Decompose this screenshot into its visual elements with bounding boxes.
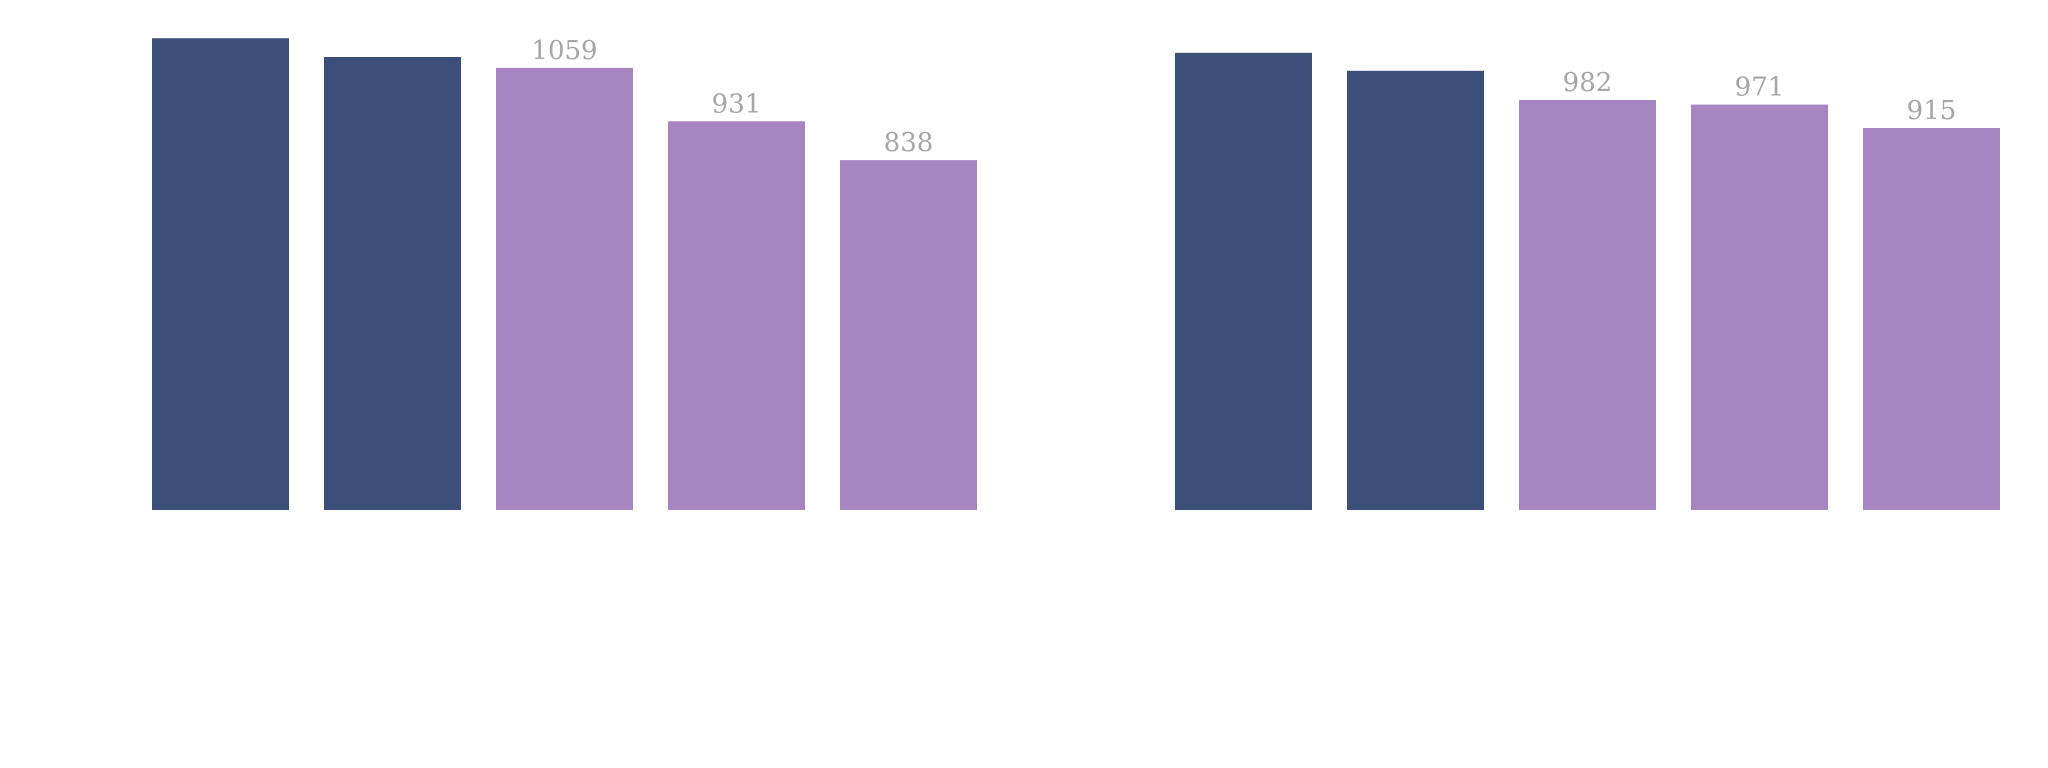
bar-1-4	[1863, 127, 2000, 511]
bar-1-3	[1691, 104, 1828, 511]
bar-1-2	[1519, 100, 1656, 510]
chart-panel-left: 1059 931 838	[152, 36, 977, 511]
bar-0-1	[324, 57, 461, 510]
data-label-1-4: 915	[1907, 96, 1957, 126]
bar-0-2	[496, 67, 633, 511]
bar-1-0	[1175, 52, 1312, 511]
bar-0-0	[152, 38, 289, 510]
data-label-0-4: 838	[884, 128, 934, 158]
data-label-1-2: 982	[1563, 68, 1613, 98]
data-label-0-2: 1059	[531, 36, 597, 66]
bar-1-1	[1347, 70, 1484, 510]
data-label-0-3: 931	[712, 89, 762, 119]
chart-panel-right: 982 971 915	[1175, 52, 2000, 511]
bar-0-4	[840, 160, 977, 510]
bar-0-3	[668, 121, 805, 511]
data-label-1-3: 971	[1735, 73, 1785, 103]
